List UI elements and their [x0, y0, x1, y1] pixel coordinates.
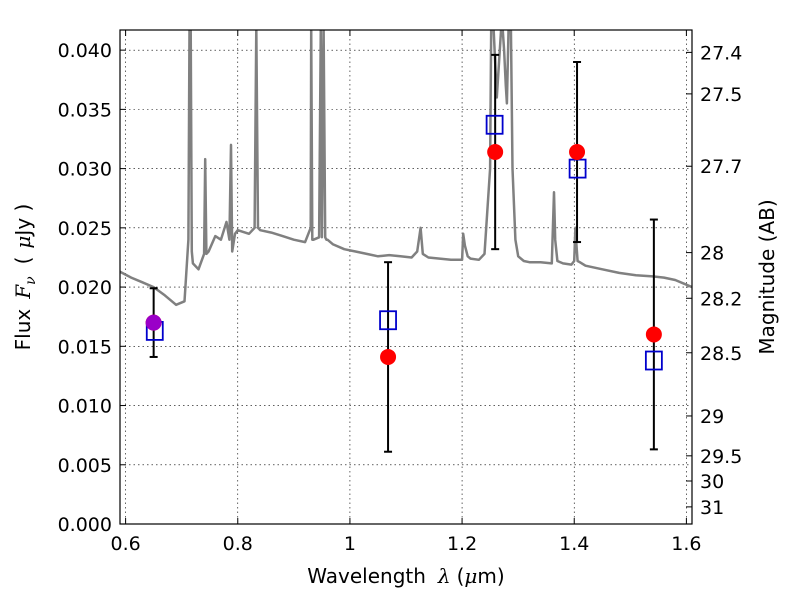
plot-content — [120, 30, 692, 453]
y-axis-title-text: Flux — [11, 309, 35, 351]
right-tick-label: 29.5 — [700, 446, 742, 468]
observed-circle-marker — [645, 326, 662, 343]
ticks: 0.6 0.8 1 1.2 1.4 1.6 0.000 0.005 0.010 0.015 0.02… — [58, 30, 742, 555]
x-tick-label: 1.6 — [671, 533, 701, 555]
observed-circle-marker — [487, 144, 504, 161]
y-tick-label: 0.025 — [58, 218, 112, 240]
y-tick-label: 0.010 — [58, 396, 112, 418]
right-tick-label: 28.2 — [700, 288, 742, 310]
y-tick-label: 0.005 — [58, 455, 112, 477]
x-axis-title: Wavelength λ (μm) — [307, 564, 504, 588]
y-axis-subscript: ν — [23, 276, 39, 285]
x-tick-label: 0.6 — [110, 533, 140, 555]
y-tick-label: 0.000 — [58, 514, 112, 536]
x-axis-title-text: Wavelength — [307, 564, 426, 588]
right-tick-label: 28 — [700, 243, 724, 265]
right-tick-label: 27.4 — [700, 42, 742, 64]
right-tick-label: 30 — [700, 471, 724, 493]
y-axis-unit-rest: Jy ) — [11, 204, 35, 238]
y-tick-label: 0.020 — [58, 277, 112, 299]
x-axis-unit-mu: μ — [464, 564, 477, 588]
observed-circle-marker — [380, 348, 397, 365]
plot-frame — [119, 29, 693, 525]
model-square-marker — [379, 310, 397, 331]
y-tick-label: 0.035 — [58, 99, 112, 121]
overlap-circle-marker — [145, 314, 162, 331]
sed-spectrum-line — [120, 30, 692, 307]
x-axis-unit-open: ( — [457, 564, 465, 588]
x-axis-symbol: λ — [437, 564, 451, 588]
right-tick-label: 31 — [700, 497, 724, 519]
y-axis-unit-mu: μ — [11, 236, 35, 249]
model-square-marker — [485, 114, 504, 135]
y-tick-label: 0.030 — [58, 159, 112, 181]
right-tick-label: 29 — [700, 406, 724, 428]
y-axis-symbol: F — [11, 284, 35, 300]
right-tick-label: 27.5 — [700, 84, 742, 106]
right-tick-label: 28.5 — [700, 343, 742, 365]
y-axis-title: Flux Fν ( μJy ) — [11, 204, 39, 351]
x-tick-label: 0.8 — [223, 533, 253, 555]
right-tick-label: 27.7 — [700, 156, 742, 178]
y-tick-label: 0.015 — [58, 336, 112, 358]
observed-circle-marker — [569, 144, 586, 161]
model-square-marker — [644, 350, 663, 371]
y-axis-unit-open: ( — [11, 257, 35, 265]
x-tick-label: 1.4 — [559, 533, 589, 555]
right-axis-title: Magnitude (AB) — [755, 199, 779, 354]
x-axis-unit-rest: m) — [477, 564, 504, 588]
x-tick-label: 1 — [344, 533, 356, 555]
y-tick-label: 0.040 — [58, 40, 112, 62]
x-tick-label: 1.2 — [447, 533, 477, 555]
